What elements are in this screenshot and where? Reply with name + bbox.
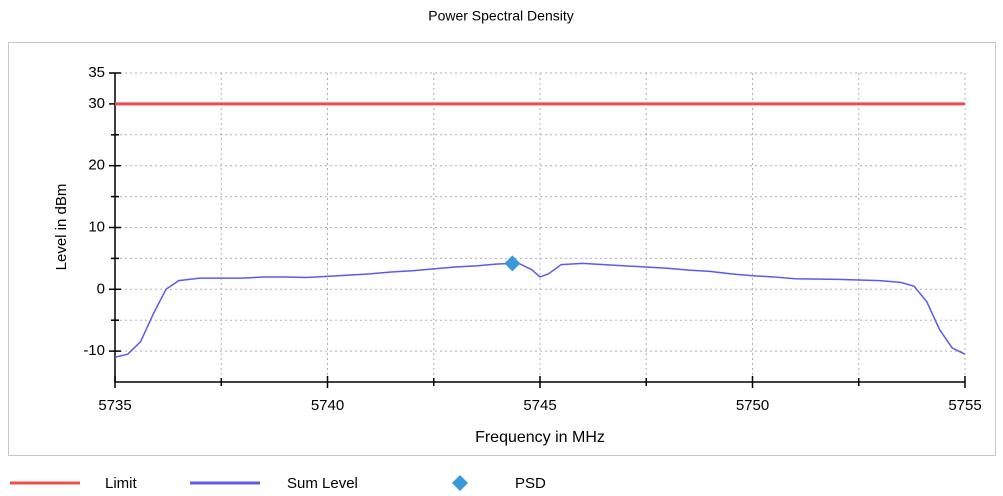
x-axis-label: Frequency in MHz	[475, 429, 605, 446]
legend-marker	[452, 475, 468, 491]
psd-marker	[504, 255, 521, 272]
x-tick-label: 5755	[948, 397, 981, 414]
x-tick-label: 5750	[736, 397, 769, 414]
x-tick-label: 5740	[311, 397, 344, 414]
y-axis-label: Level in dBm	[53, 184, 70, 271]
y-tick-label: -10	[83, 342, 105, 359]
x-tick-label: 5745	[523, 397, 556, 414]
x-tick-label: 5735	[98, 397, 131, 414]
series-line	[114, 262, 966, 359]
chart-frame	[8, 42, 996, 456]
y-tick-label: 0	[97, 280, 105, 297]
y-tick-label: 10	[88, 218, 105, 235]
legend-label: Limit	[105, 475, 138, 492]
y-tick-label: 20	[88, 157, 105, 174]
chart-title: Power Spectral Density	[428, 8, 574, 24]
y-tick-label: 35	[88, 64, 105, 81]
y-tick-label: 30	[88, 95, 105, 112]
legend-label: Sum Level	[287, 475, 358, 492]
legend-label: PSD	[515, 475, 546, 492]
